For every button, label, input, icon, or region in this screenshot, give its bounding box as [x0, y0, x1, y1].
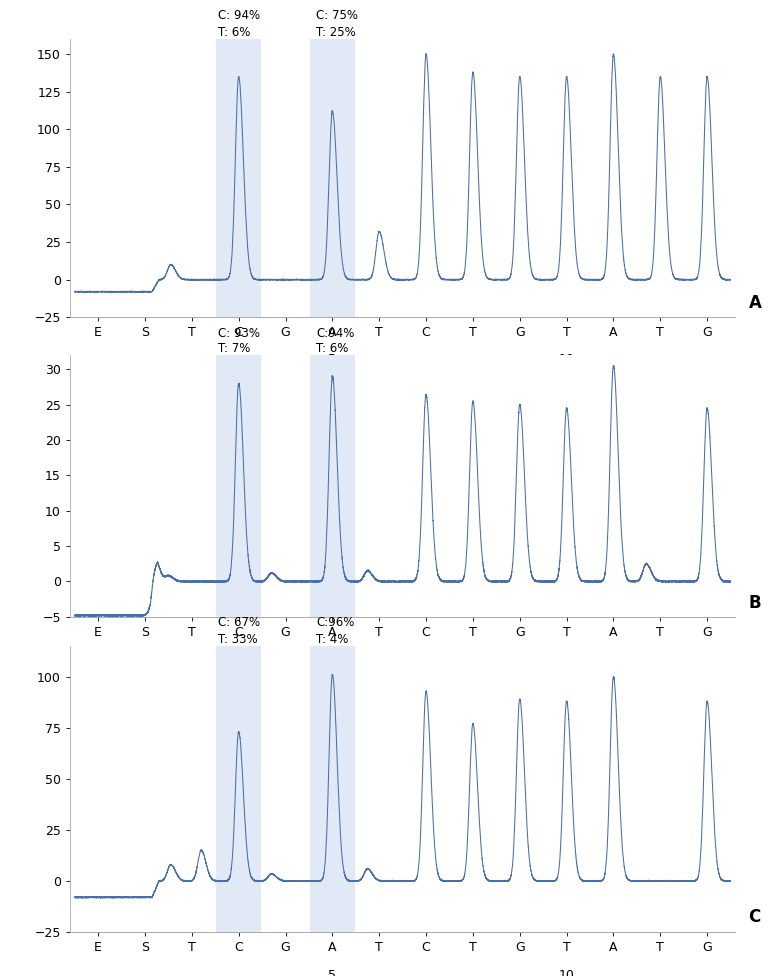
Text: T: 6%: T: 6% [218, 26, 250, 39]
Text: B: B [748, 593, 761, 612]
Text: 5: 5 [328, 651, 336, 664]
Text: T: 33%: T: 33% [218, 633, 258, 646]
Text: C: 75%: C: 75% [316, 10, 358, 22]
Bar [216, 39, 261, 317]
Text: T: 7%: T: 7% [218, 343, 250, 355]
Bar [310, 39, 355, 317]
Text: C:94%: C:94% [316, 327, 354, 340]
Text: A: A [748, 294, 762, 311]
Text: C:96%: C:96% [316, 616, 354, 629]
Text: T: 25%: T: 25% [316, 26, 356, 39]
Text: C: 67%: C: 67% [218, 616, 260, 629]
Bar [310, 646, 355, 932]
Bar [216, 355, 261, 617]
Text: 10: 10 [559, 969, 574, 976]
Text: C: 93%: C: 93% [218, 327, 260, 340]
Text: T: 4%: T: 4% [316, 633, 349, 646]
Text: T: 6%: T: 6% [316, 343, 349, 355]
Bar [216, 646, 261, 932]
Text: 10: 10 [559, 353, 574, 366]
Text: 10: 10 [559, 651, 574, 664]
Text: C: C [748, 909, 761, 926]
Text: 5: 5 [328, 353, 336, 366]
Text: C: 94%: C: 94% [218, 10, 260, 22]
Bar [310, 355, 355, 617]
Text: 5: 5 [328, 969, 336, 976]
